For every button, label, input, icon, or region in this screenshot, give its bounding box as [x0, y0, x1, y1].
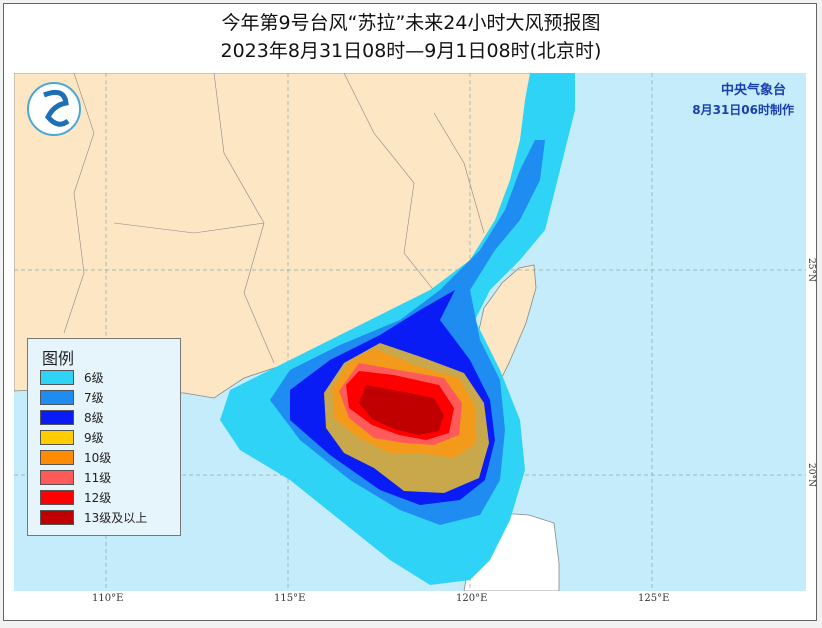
legend-item: 6级	[40, 367, 104, 387]
wind-area-13	[359, 385, 444, 435]
legend-label: 9级	[84, 430, 104, 445]
cma-logo	[27, 82, 81, 136]
map-subtitle: 2023年8月31日08时—9月1日08时(北京时)	[220, 40, 602, 62]
legend: 图例 6级 7级 8级 9级 10级 11级 12级 13级及以上	[27, 338, 181, 536]
legend-label: 10级	[84, 450, 112, 465]
province-borders	[63, 73, 485, 364]
legend-label: 13级及以上	[84, 510, 148, 525]
legend-item: 8级	[40, 407, 104, 427]
lon-label: 120°E	[456, 593, 488, 604]
legend-item: 9级	[40, 427, 104, 447]
legend-item: 12级	[40, 487, 111, 507]
lon-label: 125°E	[638, 593, 670, 604]
legend-swatch	[40, 389, 74, 405]
legend-swatch	[40, 509, 74, 525]
legend-swatch	[40, 369, 74, 385]
legend-item: 11级	[40, 467, 111, 487]
legend-item: 7级	[40, 387, 104, 407]
legend-title: 图例	[42, 349, 75, 368]
lat-label: 20°N	[806, 463, 816, 487]
agency-name: 中央气象台	[720, 83, 786, 98]
legend-label: 6级	[84, 370, 104, 385]
lon-label: 110°E	[92, 593, 124, 604]
legend-swatch	[40, 409, 74, 425]
legend-label: 8级	[84, 410, 104, 425]
issue-time: 8月31日06时制作	[692, 103, 794, 117]
lon-label: 115°E	[274, 593, 306, 604]
legend-swatch	[40, 429, 74, 445]
legend-swatch	[40, 449, 74, 465]
legend-item: 13级及以上	[40, 507, 147, 527]
legend-label: 11级	[84, 470, 112, 485]
legend-swatch	[40, 469, 74, 485]
legend-label: 7级	[84, 390, 104, 405]
legend-item: 10级	[40, 447, 111, 467]
lat-label: 25°N	[806, 258, 816, 282]
legend-swatch	[40, 489, 74, 505]
map-title: 今年第9号台风“苏拉”未来24小时大风预报图	[221, 12, 601, 34]
legend-label: 12级	[84, 490, 112, 505]
